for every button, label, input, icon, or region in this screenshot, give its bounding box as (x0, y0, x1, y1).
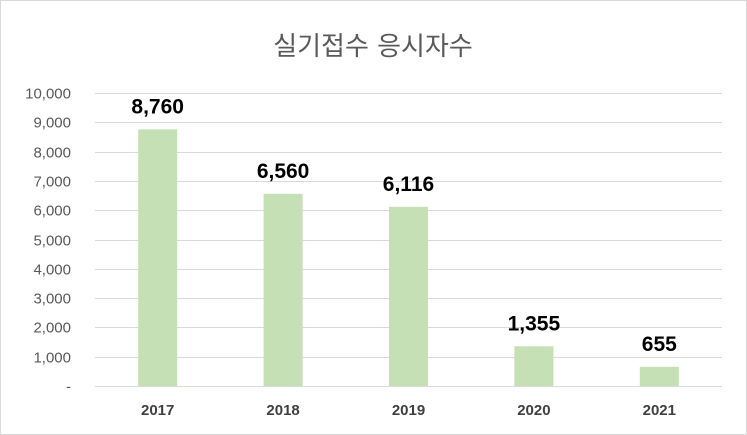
data-label: 1,355 (508, 312, 561, 335)
x-tick-label: 2018 (266, 402, 299, 419)
y-tick-label: 8,000 (33, 145, 71, 162)
y-tick-label: 2,000 (33, 320, 71, 337)
data-labels: 8,760 6,560 6,116 1,355 655 (131, 95, 677, 355)
y-tick-label: 10,000 (25, 86, 71, 103)
data-label: 6,116 (383, 173, 434, 196)
bar (639, 366, 679, 386)
bar (514, 346, 554, 386)
data-label: 6,560 (257, 160, 310, 183)
x-tick-label: 2021 (643, 402, 676, 419)
bar (389, 206, 428, 386)
x-tick-label: 2019 (392, 402, 425, 419)
x-tick-label: 2020 (517, 402, 550, 419)
y-tick-label: 5,000 (33, 233, 71, 250)
y-tick-label: 7,000 (33, 174, 71, 191)
data-label: 8,760 (131, 95, 184, 118)
bar (138, 129, 178, 386)
data-label: 655 (642, 333, 677, 356)
bar (263, 193, 303, 386)
gridlines (95, 93, 722, 387)
y-tick-label: 9,000 (33, 115, 71, 132)
bars (138, 129, 679, 386)
y-axis-tick-labels: - 1,000 2,000 3,000 4,000 5,000 6,000 7,000 8,00… (25, 86, 71, 396)
chart-title: 실기접수 응시자수 (273, 32, 473, 62)
x-axis-tick-labels: 2017 2018 2019 2020 2021 (141, 402, 676, 419)
y-tick-label: 6,000 (33, 203, 71, 220)
y-tick-label: 3,000 (33, 291, 71, 308)
x-tick-label: 2017 (141, 402, 174, 419)
y-tick-label: 1,000 (33, 350, 71, 367)
y-tick-label: - (66, 379, 71, 396)
y-tick-label: 4,000 (33, 262, 71, 279)
